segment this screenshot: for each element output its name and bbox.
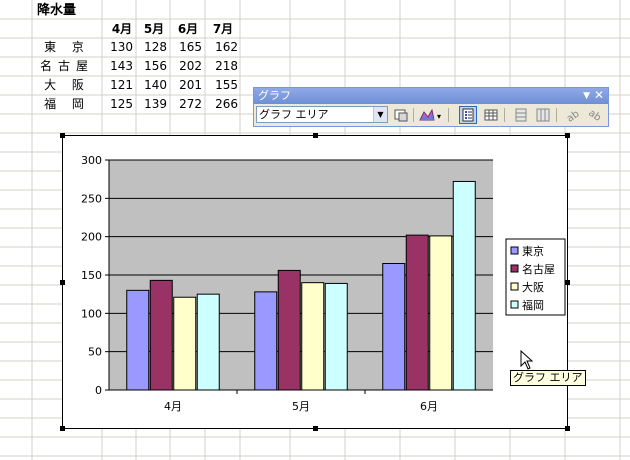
bar-3-1 (324, 282, 348, 391)
row-label-nagoya[interactable]: 名古屋 (39, 59, 94, 73)
legend-swatch (510, 282, 519, 291)
svg-text:ab: ab (565, 109, 582, 124)
month-header-jun[interactable]: 6月 (177, 22, 199, 36)
cell-value[interactable]: 266 (215, 97, 238, 111)
format-selected-icon (394, 109, 408, 122)
resize-handle[interactable] (565, 426, 570, 431)
cell-value[interactable]: 156 (144, 59, 167, 73)
cell-value[interactable]: 165 (179, 40, 202, 54)
data-table-button[interactable] (482, 106, 500, 124)
tooltip: グラフ エリア (510, 370, 586, 386)
cell-value[interactable]: 121 (110, 78, 133, 92)
toolbar-titlebar[interactable]: グラフ ▼ ✕ (254, 88, 608, 104)
angle-text-up-icon: ab (587, 108, 603, 124)
chart-area[interactable]: 0 50 100 150 200 250 300 4月 5月 6月 東京名古屋大阪福岡 (62, 135, 568, 429)
angle-text-down-icon: ab (565, 109, 582, 124)
cell-value[interactable]: 128 (144, 40, 167, 54)
y-tick-label: 150 (81, 269, 102, 282)
resize-handle[interactable] (60, 133, 65, 138)
bar-1-2 (405, 234, 429, 391)
legend-icon (462, 108, 474, 122)
cell-value[interactable]: 143 (110, 59, 133, 73)
data-table-icon (484, 109, 498, 121)
x-tick-label: 5月 (292, 400, 310, 413)
chart-object-select-value: グラフ エリア (259, 108, 329, 121)
by-column-button[interactable] (534, 106, 552, 124)
y-tick-label: 0 (95, 384, 102, 397)
y-tick-label: 100 (81, 307, 102, 320)
chart-object-select[interactable]: グラフ エリア ▼ (256, 106, 388, 123)
bar-1-1 (277, 269, 301, 391)
sheet-title[interactable]: 降水量 (37, 3, 77, 18)
legend-label: 名古屋 (522, 262, 555, 276)
chart-type-button[interactable]: ▾ (418, 106, 444, 124)
cell-value[interactable]: 155 (215, 78, 238, 92)
svg-text:▾: ▾ (437, 112, 441, 121)
bar-0-1 (254, 291, 278, 391)
legend-label: 東京 (522, 244, 544, 258)
chart-type-icon: ▾ (419, 108, 441, 121)
resize-handle[interactable] (565, 280, 570, 285)
bar-2-0 (173, 296, 197, 391)
cell-value[interactable]: 162 (215, 40, 238, 54)
mouse-cursor-icon (520, 350, 534, 370)
y-tick-label: 200 (81, 231, 102, 244)
month-header-apr[interactable]: 4月 (111, 22, 133, 36)
legend-label: 大阪 (522, 280, 544, 294)
toolbar-options-icon[interactable]: ▼ (583, 91, 590, 101)
month-header-jul[interactable]: 7月 (212, 22, 234, 36)
close-icon[interactable]: ✕ (593, 88, 604, 102)
cell-value[interactable]: 139 (144, 97, 167, 111)
row-label-tokyo[interactable]: 東 京 (44, 40, 90, 54)
bar-0-0 (126, 289, 150, 391)
by-column-icon (536, 108, 550, 122)
row-label-osaka[interactable]: 大 阪 (44, 78, 90, 92)
resize-handle[interactable] (565, 133, 570, 138)
toolbar-title: グラフ (258, 89, 291, 102)
angle-text-down-button[interactable]: ab (564, 106, 582, 124)
legend-swatch (510, 300, 519, 309)
row-label-fukuoka[interactable]: 福 岡 (44, 97, 90, 111)
resize-handle[interactable] (313, 133, 318, 138)
cell-value[interactable]: 125 (110, 97, 133, 111)
y-tick-label: 50 (88, 346, 102, 359)
bar-2-2 (429, 235, 453, 391)
svg-text:ab: ab (587, 108, 603, 124)
x-tick-label: 6月 (420, 400, 438, 413)
bar-1-0 (149, 279, 173, 391)
y-tick-label: 300 (81, 154, 102, 167)
angle-text-up-button[interactable]: ab (587, 106, 605, 124)
cell-value[interactable]: 130 (110, 40, 133, 54)
bar-3-0 (196, 293, 220, 391)
bar-2-1 (301, 282, 325, 391)
cell-value[interactable]: 201 (179, 78, 202, 92)
cell-value[interactable]: 272 (179, 97, 202, 111)
cell-value[interactable]: 218 (215, 59, 238, 73)
x-tick-label: 4月 (164, 400, 182, 413)
resize-handle[interactable] (60, 280, 65, 285)
legend-swatch (510, 264, 519, 273)
chart-toolbar[interactable]: グラフ ▼ ✕ グラフ エリア ▼ ▾ (253, 87, 609, 127)
bar-0-2 (382, 263, 406, 391)
cell-value[interactable]: 140 (144, 78, 167, 92)
chevron-down-icon[interactable]: ▼ (373, 107, 387, 122)
legend-button[interactable] (459, 106, 477, 124)
resize-handle[interactable] (313, 426, 318, 431)
format-selected-button[interactable] (392, 106, 410, 124)
cell-value[interactable]: 202 (179, 59, 202, 73)
legend-label: 福岡 (522, 298, 544, 312)
resize-handle[interactable] (60, 426, 65, 431)
y-tick-label: 250 (81, 192, 102, 205)
month-header-may[interactable]: 5月 (143, 22, 165, 36)
bar-3-2 (452, 180, 476, 391)
legend-swatch (510, 246, 519, 255)
by-row-button[interactable] (512, 106, 530, 124)
by-row-icon (515, 108, 527, 122)
